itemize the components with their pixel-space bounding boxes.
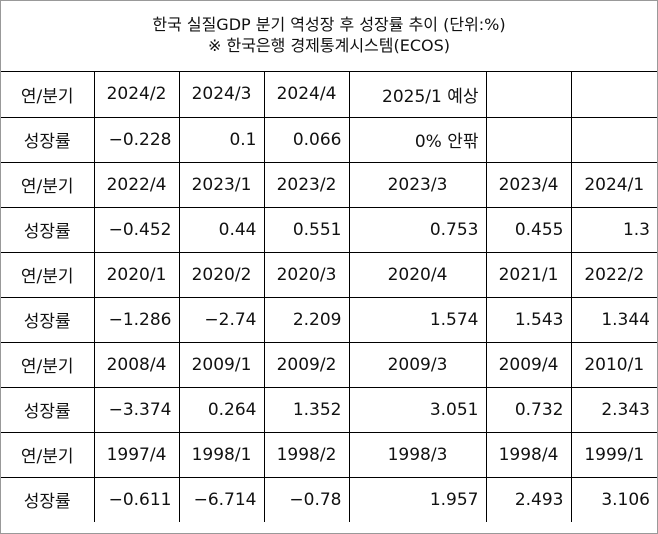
row-label: 성장률 (1, 206, 95, 253)
period-cell: 2023/2 (263, 161, 350, 208)
period-row: 연/분기 2020/1 2020/2 2020/3 2020/4 2021/1 2022/2 (1, 251, 657, 298)
growth-cell: −3.374 (93, 386, 180, 433)
period-cell: 2024/3 (178, 72, 265, 118)
period-cell: 2020/1 (93, 251, 180, 298)
growth-cell: 2.343 (570, 386, 657, 433)
row-label: 성장률 (1, 296, 95, 343)
value-row: 성장률 −0.228 0.1 0.066 0% 안팎 (1, 116, 657, 163)
period-row: 연/분기 2008/4 2009/1 2009/2 2009/3 2009/4 2010/1 (1, 341, 657, 388)
period-cell: 2021/1 (485, 251, 572, 298)
period-cell: 2022/4 (93, 161, 180, 208)
period-cell: 2024/4 (263, 72, 350, 118)
row-label: 연/분기 (1, 161, 95, 208)
growth-cell: 0.1 (178, 116, 265, 163)
empty-cell (570, 116, 657, 163)
growth-cell: 1.574 (348, 296, 487, 343)
period-cell: 2024/2 (93, 72, 180, 118)
empty-cell (485, 116, 572, 163)
growth-cell: 0.753 (348, 206, 487, 253)
empty-cell (485, 72, 572, 118)
period-cell: 2009/2 (263, 341, 350, 388)
growth-cell: 0.066 (263, 116, 350, 163)
period-cell: 1998/3 (348, 431, 487, 478)
period-cell: 2024/1 (570, 161, 657, 208)
value-row: 성장률 −1.286 −2.74 2.209 1.574 1.543 1.344 (1, 296, 657, 343)
growth-cell: 0.551 (263, 206, 350, 253)
row-label: 성장률 (1, 386, 95, 433)
growth-cell: 3.051 (348, 386, 487, 433)
period-cell: 2009/3 (348, 341, 487, 388)
row-label: 성장률 (1, 116, 95, 163)
period-cell: 2023/3 (348, 161, 487, 208)
growth-cell: −6.714 (178, 476, 265, 522)
growth-cell: 1.543 (485, 296, 572, 343)
row-label: 연/분기 (1, 72, 95, 118)
value-row: 성장률 −3.374 0.264 1.352 3.051 0.732 2.343 (1, 386, 657, 433)
growth-cell: 0% 안팎 (348, 116, 487, 163)
period-cell: 2010/1 (570, 341, 657, 388)
period-cell: 2009/4 (485, 341, 572, 388)
period-cell: 2009/1 (178, 341, 265, 388)
period-cell: 2008/4 (93, 341, 180, 388)
growth-cell: 2.493 (485, 476, 572, 522)
header: 한국 실질GDP 분기 역성장 후 성장률 추이 (단위:%) ※ 한국은행 경… (1, 1, 657, 72)
period-row: 연/분기 2024/2 2024/3 2024/4 2025/1 예상 (1, 72, 657, 118)
growth-cell: 1.3 (570, 206, 657, 253)
period-cell: 1998/2 (263, 431, 350, 478)
growth-cell: 1.957 (348, 476, 487, 522)
row-label: 연/분기 (1, 341, 95, 388)
growth-cell: 0.264 (178, 386, 265, 433)
period-cell: 1998/4 (485, 431, 572, 478)
growth-cell: 0.732 (485, 386, 572, 433)
period-cell: 2020/2 (178, 251, 265, 298)
period-cell: 2023/1 (178, 161, 265, 208)
source: ※ 한국은행 경제통계시스템(ECOS) (207, 36, 450, 55)
growth-cell: −0.452 (93, 206, 180, 253)
row-label: 연/분기 (1, 431, 95, 478)
growth-cell: 0.44 (178, 206, 265, 253)
period-cell: 2025/1 예상 (348, 72, 487, 118)
growth-cell: 2.209 (263, 296, 350, 343)
growth-cell: 0.455 (485, 206, 572, 253)
period-cell: 2023/4 (485, 161, 572, 208)
growth-cell: 1.352 (263, 386, 350, 433)
growth-cell: −2.74 (178, 296, 265, 343)
period-row: 연/분기 2022/4 2023/1 2023/2 2023/3 2023/4 2024/1 (1, 161, 657, 208)
period-row: 연/분기 1997/4 1998/1 1998/2 1998/3 1998/4 1999/1 (1, 431, 657, 478)
growth-cell: −0.228 (93, 116, 180, 163)
period-cell: 1999/1 (570, 431, 657, 478)
row-label: 연/분기 (1, 251, 95, 298)
value-row: 성장률 −0.611 −6.714 −0.78 1.957 2.493 3.106 (1, 476, 657, 522)
period-cell: 2020/4 (348, 251, 487, 298)
value-row: 성장률 −0.452 0.44 0.551 0.753 0.455 1.3 (1, 206, 657, 253)
period-cell: 1997/4 (93, 431, 180, 478)
growth-cell: −0.611 (93, 476, 180, 522)
period-cell: 1998/1 (178, 431, 265, 478)
growth-cell: 1.344 (570, 296, 657, 343)
growth-table: 연/분기 2024/2 2024/3 2024/4 2025/1 예상 성장률 −0.228… (1, 72, 657, 522)
row-label: 성장률 (1, 476, 95, 522)
title: 한국 실질GDP 분기 역성장 후 성장률 추이 (단위:%) (152, 15, 506, 34)
empty-cell (570, 72, 657, 118)
growth-cell: −1.286 (93, 296, 180, 343)
period-cell: 2022/2 (570, 251, 657, 298)
growth-cell: −0.78 (263, 476, 350, 522)
growth-cell: 3.106 (570, 476, 657, 522)
period-cell: 2020/3 (263, 251, 350, 298)
